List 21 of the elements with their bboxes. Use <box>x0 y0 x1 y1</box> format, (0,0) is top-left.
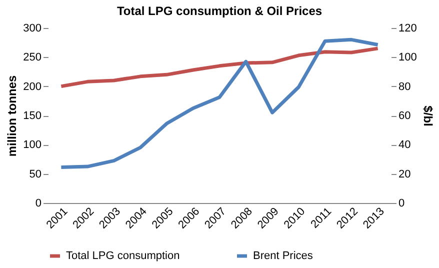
y-tick-label: 0 <box>35 198 42 210</box>
legend-label: Total LPG consumption <box>66 250 180 262</box>
y2-tick-label: 100 <box>398 52 417 64</box>
y2-tick-label: 120 <box>398 22 417 34</box>
y-tick-label: 150 <box>23 110 42 122</box>
y-tick-label: 50 <box>29 168 42 180</box>
y-axis-title: million tonnes <box>5 75 20 157</box>
y-tick-label: 250 <box>23 52 42 64</box>
y2-tick-label: 40 <box>398 139 411 152</box>
line-series <box>59 46 380 88</box>
chart-title: Total LPG consumption & Oil Prices <box>116 4 322 18</box>
y2-tick-label: 0 <box>398 198 405 210</box>
y-tick-label: 300 <box>23 22 42 34</box>
y-tick-label: 200 <box>23 80 42 93</box>
y2-tick-label: 60 <box>398 110 411 122</box>
y2-tick-label: 80 <box>398 80 411 93</box>
y2-axis-title: $/bl <box>420 106 435 126</box>
y2-tick-label: 20 <box>398 168 411 180</box>
legend-label: Brent Prices <box>253 250 314 262</box>
line-series <box>59 38 380 170</box>
y-tick-label: 100 <box>23 139 42 152</box>
